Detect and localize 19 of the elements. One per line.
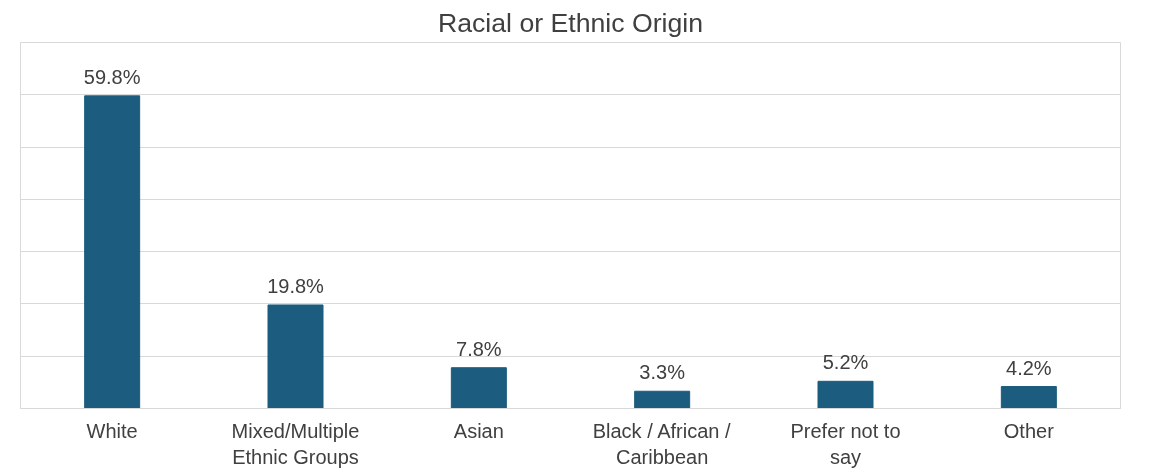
data-label: 19.8% (267, 274, 325, 297)
x-tick-label: Prefer not to say (790, 419, 901, 468)
x-tick-label: Asian (453, 419, 504, 442)
x-tick-label: White (86, 419, 138, 442)
bar (1000, 386, 1057, 409)
data-label: 3.3% (639, 361, 686, 384)
x-tick-label: Other (1003, 419, 1055, 442)
chart-title: Racial or Ethnic Origin (437, 7, 704, 38)
bar (84, 95, 141, 409)
data-label: 4.2% (1006, 356, 1052, 379)
x-tick-label: Mixed/Multiple Ethnic Groups (231, 419, 360, 468)
bar (267, 304, 324, 409)
data-label: 7.8% (456, 337, 502, 360)
data-label: 5.2% (822, 351, 869, 374)
x-tick-label: Black / African / Caribbean (592, 419, 731, 468)
bar (634, 390, 691, 409)
data-label: 59.8% (83, 65, 141, 88)
bar (817, 380, 874, 409)
bar (450, 367, 507, 409)
